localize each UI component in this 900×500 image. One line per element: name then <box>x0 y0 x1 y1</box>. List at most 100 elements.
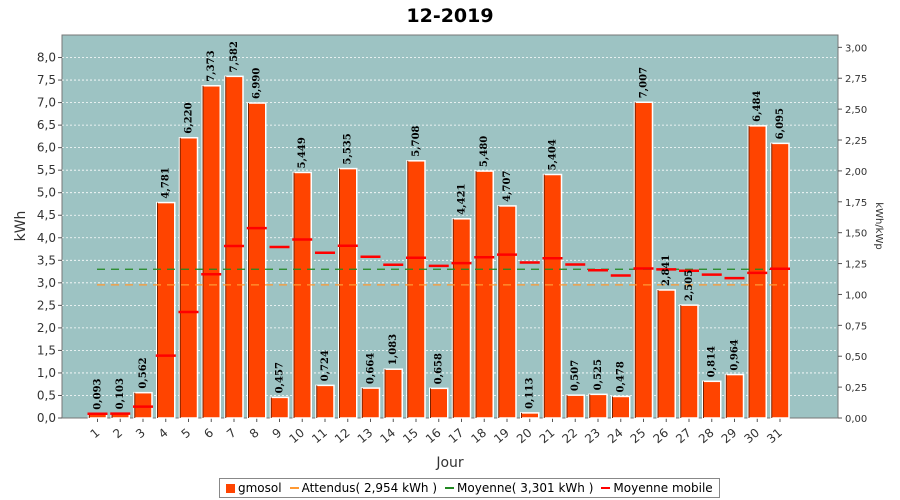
bar <box>724 373 745 419</box>
data-label: 7,582 <box>229 41 240 72</box>
y2-tick-label: 3,00 <box>845 43 867 54</box>
x-tick-label: 25 <box>628 426 649 447</box>
x-tick-label: 20 <box>514 426 535 447</box>
y-axis-label: kWh <box>13 211 29 242</box>
bar <box>133 391 153 419</box>
bar <box>611 395 631 419</box>
x-tick-label: 7 <box>224 426 239 442</box>
data-label: 0,664 <box>366 353 377 384</box>
legend-label: Moyenne( 3,301 kWh ) <box>457 481 594 495</box>
x-tick-labels: 1 2 3 4 5 6 7 8 9 10 11 12 13 14 15 16 17 18 19 20 21 22 23 24 2… <box>88 426 785 447</box>
bar <box>383 368 403 419</box>
x-tick-label: 18 <box>468 426 489 447</box>
legend-label: Attendus( 2,954 kWh ) <box>301 481 438 495</box>
x-tick-label: 31 <box>764 426 785 447</box>
bar <box>474 170 494 419</box>
data-label: 0,093 <box>93 378 104 409</box>
y-tick-label: 3,0 <box>37 276 56 290</box>
y-tick-label: 5,5 <box>37 163 56 177</box>
x-tick-label: 15 <box>400 426 421 447</box>
data-label: 5,535 <box>343 133 354 164</box>
bar <box>497 205 517 419</box>
data-label: 7,007 <box>639 67 650 98</box>
y-tick-label: 6,0 <box>37 141 56 155</box>
y2-tick-label: 2,75 <box>845 74 867 85</box>
data-label: 0,562 <box>138 357 149 388</box>
y2-tick-label: 1,25 <box>845 260 867 271</box>
x-tick-label: 12 <box>332 426 353 447</box>
data-label: 1,083 <box>388 334 399 365</box>
legend-label: gmosol <box>238 481 282 495</box>
bar <box>338 167 358 419</box>
y2-tick-label: 2,25 <box>845 136 867 147</box>
data-label: 5,480 <box>479 136 490 167</box>
data-label: 6,484 <box>752 90 763 121</box>
y-tick-label: 1,5 <box>37 343 56 357</box>
x-tick-label: 3 <box>133 426 148 442</box>
y2-tick-labels: 0,00 0,25 0,50 0,75 1,00 1,25 1,50 1,75 2,00 2,25… <box>845 43 867 425</box>
bar <box>656 289 676 419</box>
bar <box>406 160 426 419</box>
bar-series <box>87 75 790 419</box>
y-tick-label: 2,5 <box>37 298 56 312</box>
plot-area <box>61 34 839 419</box>
y2-tick-label: 2,50 <box>845 105 867 116</box>
legend-swatch <box>601 487 611 489</box>
bar <box>588 393 608 419</box>
data-label: 0,507 <box>570 360 581 391</box>
y2-tick-label: 1,50 <box>845 229 867 240</box>
x-tick-label: 17 <box>446 426 467 447</box>
reference-lines <box>97 268 785 286</box>
y2-tick-label: 0,25 <box>845 383 867 394</box>
legend-swatch <box>226 483 235 493</box>
data-label: 5,449 <box>297 137 308 168</box>
data-label: 0,457 <box>275 362 286 393</box>
y-tick-label: 1,0 <box>37 366 56 380</box>
x-tick-label: 28 <box>696 426 717 447</box>
x-tick-label: 4 <box>156 426 171 442</box>
bar <box>565 394 585 419</box>
bar <box>247 102 267 419</box>
bar <box>360 387 381 419</box>
x-tick-label: 11 <box>309 426 330 447</box>
legend-item-gmosol: gmosol <box>226 481 282 495</box>
bar <box>429 387 449 419</box>
data-label: 5,708 <box>411 125 422 156</box>
bar <box>451 218 472 419</box>
bar <box>201 85 221 419</box>
y2-tick-label: 0,50 <box>845 352 867 363</box>
legend-swatch <box>445 487 455 489</box>
data-label: 0,113 <box>525 378 536 409</box>
value-labels: 0,093 0,103 0,562 4,781 6,220 7,373 7,582 6,990… <box>93 41 787 410</box>
x-tick-label: 22 <box>559 426 580 447</box>
y-tick-label: 0,0 <box>37 411 56 425</box>
y-tick-label: 6,5 <box>37 118 56 132</box>
data-label: 6,220 <box>184 102 195 133</box>
y-tick-label: 0,5 <box>37 388 56 402</box>
x-tick-label: 2 <box>110 426 125 442</box>
x-tick-label: 10 <box>286 426 307 447</box>
y-tick-label: 5,0 <box>37 186 56 200</box>
bar <box>178 136 199 419</box>
bar <box>770 142 790 419</box>
x-tick-label: 13 <box>355 426 376 447</box>
y-tick-label: 7,5 <box>37 73 56 87</box>
bar <box>292 171 312 419</box>
bar <box>520 412 540 419</box>
legend-label: Moyenne mobile <box>613 481 713 495</box>
y-tick-labels: 0,0 0,5 1,0 1,5 2,0 2,5 3,0 3,5 4,0 4,5 5,0 5,5 6,0 6… <box>37 51 56 425</box>
bar <box>315 384 335 419</box>
bar <box>702 380 722 419</box>
y-tick-label: 4,0 <box>37 231 56 245</box>
data-label: 0,964 <box>730 339 741 370</box>
x-tick-label: 6 <box>201 426 216 442</box>
x-tick-label: 27 <box>673 426 694 447</box>
y2-tick-label: 1,00 <box>845 290 867 301</box>
data-label: 5,404 <box>548 139 559 170</box>
y-tick-label: 3,5 <box>37 253 56 267</box>
legend-item-attendus: Attendus( 2,954 kWh ) <box>289 481 438 495</box>
moving-average-markers <box>87 226 790 416</box>
y2-tick-label: 0,00 <box>845 414 867 425</box>
x-tick-label: 5 <box>179 426 194 442</box>
